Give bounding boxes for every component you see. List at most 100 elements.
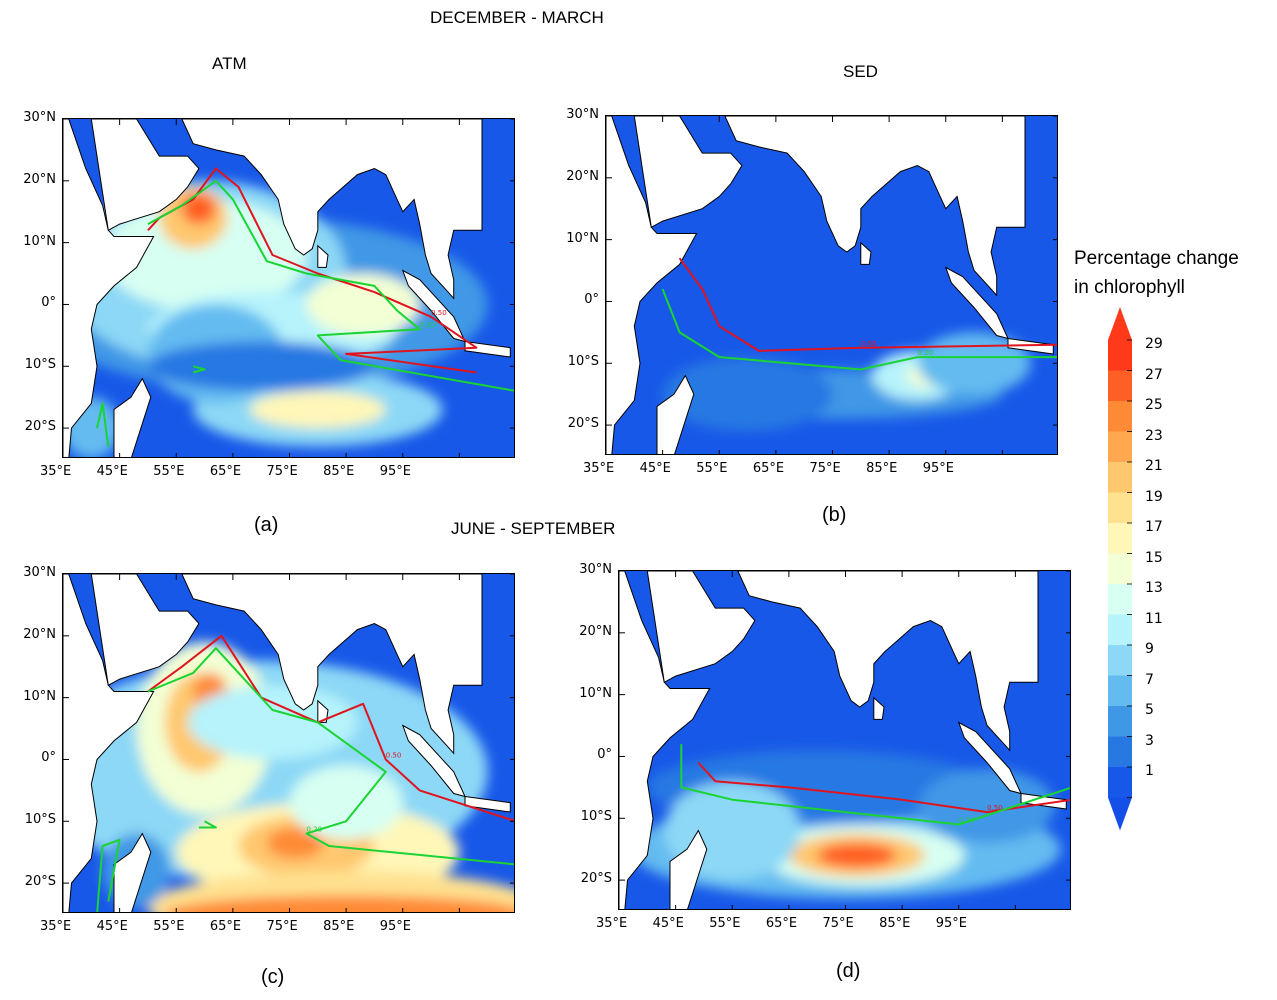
lon-tick-label: 55°E (153, 919, 185, 934)
chlorophyll-anomaly-region (817, 843, 897, 868)
lat-tick-label: 20°N (23, 626, 56, 642)
colorbar-label: 15 (1145, 549, 1163, 566)
land-mass (181, 119, 483, 300)
land-mass (669, 829, 708, 909)
green-contour-line (198, 820, 217, 829)
lon-tick-label: 55°E (709, 916, 741, 931)
land-mass (656, 374, 695, 454)
colorbar-segment (1108, 584, 1132, 615)
red-contour-label: 0.50 (386, 751, 402, 759)
lon-tick-label: 95°E (379, 919, 412, 934)
land-mass (113, 377, 152, 457)
map-svg-c: 0.50 0.20 (63, 574, 514, 912)
season-title-top: DECEMBER - MARCH (430, 8, 604, 27)
lat-tick-label: 10°N (23, 688, 56, 704)
colorbar-label: 13 (1145, 580, 1163, 596)
colorbar-label: 3 (1145, 732, 1154, 749)
lat-tick-label: 0° (584, 292, 599, 308)
colorbar-label: 7 (1145, 671, 1154, 688)
land-mass (90, 119, 200, 232)
land-mass (606, 116, 698, 454)
land-mass (860, 241, 872, 265)
lon-tick-label: 65°E (209, 919, 242, 934)
colorbar-segment (1108, 492, 1132, 523)
colorbar-top-arrow (1108, 307, 1132, 340)
green-contour-line (96, 402, 110, 447)
panel-label-d: (d) (836, 960, 861, 982)
green-contour-label: 0.20 (306, 826, 322, 834)
lon-tick-label: 45°E (96, 919, 128, 934)
colorbar-segment (1108, 340, 1132, 371)
lon-tick-label: 45°E (652, 916, 684, 931)
colorbar-label: 23 (1145, 427, 1163, 444)
colorbar-label: 25 (1145, 397, 1163, 413)
chlorophyll-anomaly-region (917, 332, 1031, 395)
lat-tick-label: 20°S (580, 871, 612, 887)
lat-tick-label: 20°S (24, 419, 56, 435)
map-svg-b: 0.50 0.20 (606, 116, 1057, 454)
land-mass (619, 571, 711, 909)
chlorophyll-anomaly-region (306, 273, 420, 336)
colorbar-title-line1: Percentage change (1074, 248, 1239, 269)
colorbar-segment (1108, 523, 1132, 554)
colorbar-segment (1108, 706, 1132, 737)
colorbar-label: 11 (1145, 610, 1163, 627)
colorbar-segment (1108, 614, 1132, 645)
lon-tick-label: 85°E (323, 919, 355, 934)
lat-tick-label: 30°N (23, 565, 56, 580)
land-mass (317, 699, 329, 723)
land-mass (724, 116, 1026, 297)
lon-tick-label: 35°E (596, 916, 628, 931)
lon-tick-label: 35°E (40, 464, 72, 479)
chlorophyll-anomaly-region (147, 341, 375, 391)
lat-tick-label: 10°N (579, 685, 612, 701)
season-title-bottom: JUNE - SEPTEMBER (451, 519, 616, 538)
map-panel-d: 0.50 0.20 (618, 570, 1071, 910)
colorbar-label: 29 (1145, 336, 1163, 352)
lat-tick-label: 10°N (566, 230, 599, 246)
green-contour-line (192, 365, 206, 374)
column-title-atm: ATM (212, 54, 247, 73)
chlorophyll-anomaly-region (249, 391, 386, 429)
land-mass (317, 244, 329, 268)
green-contour-line (680, 744, 1070, 826)
land-mass (113, 832, 152, 912)
green-contour-label: 0.20 (959, 816, 975, 824)
lat-tick-label: 0° (41, 750, 56, 766)
colorbar-bottom-arrow (1108, 797, 1132, 831)
colorbar-segment (1108, 675, 1132, 706)
lat-tick-label: 20°S (24, 874, 56, 890)
colorbar-label: 5 (1145, 702, 1154, 718)
lon-tick-label: 95°E (379, 464, 412, 479)
lat-tick-label: 10°S (567, 354, 599, 370)
colorbar-segment (1108, 645, 1132, 676)
chlorophyll-anomaly-region (662, 357, 833, 432)
lat-tick-label: 10°S (24, 812, 56, 828)
lon-tick-label: 75°E (822, 916, 854, 931)
land-mass (464, 795, 511, 813)
red-contour-line (678, 257, 1057, 352)
colorbar-segment (1108, 553, 1132, 584)
chlorophyll-anomaly-region (289, 765, 403, 840)
lat-tick-label: 0° (41, 295, 56, 311)
colorbar (1108, 307, 1132, 831)
map-panel-b: 0.50 0.20 (605, 115, 1058, 455)
chlorophyll-anomaly-region (181, 193, 216, 225)
green-contour-line (96, 838, 121, 912)
panel-label-c: (c) (261, 966, 285, 988)
map-svg-a: 0.50 0.20 (63, 119, 514, 457)
lon-tick-label: 95°E (935, 916, 968, 931)
green-contour-label: 0.20 (917, 349, 933, 357)
lon-tick-label: 85°E (323, 464, 355, 479)
lon-tick-label: 65°E (209, 464, 242, 479)
lon-tick-label: 85°E (879, 916, 911, 931)
lat-tick-label: 30°N (566, 107, 599, 122)
land-mass (944, 266, 1009, 340)
colorbar-title-line2: in chlorophyll (1074, 277, 1185, 298)
colorbar-segment (1108, 736, 1132, 767)
lat-tick-label: 20°S (567, 416, 599, 432)
colorbar-segment (1108, 431, 1132, 462)
red-contour-label: 0.50 (861, 340, 877, 348)
lat-tick-label: 20°N (23, 171, 56, 187)
land-mass (873, 696, 885, 720)
